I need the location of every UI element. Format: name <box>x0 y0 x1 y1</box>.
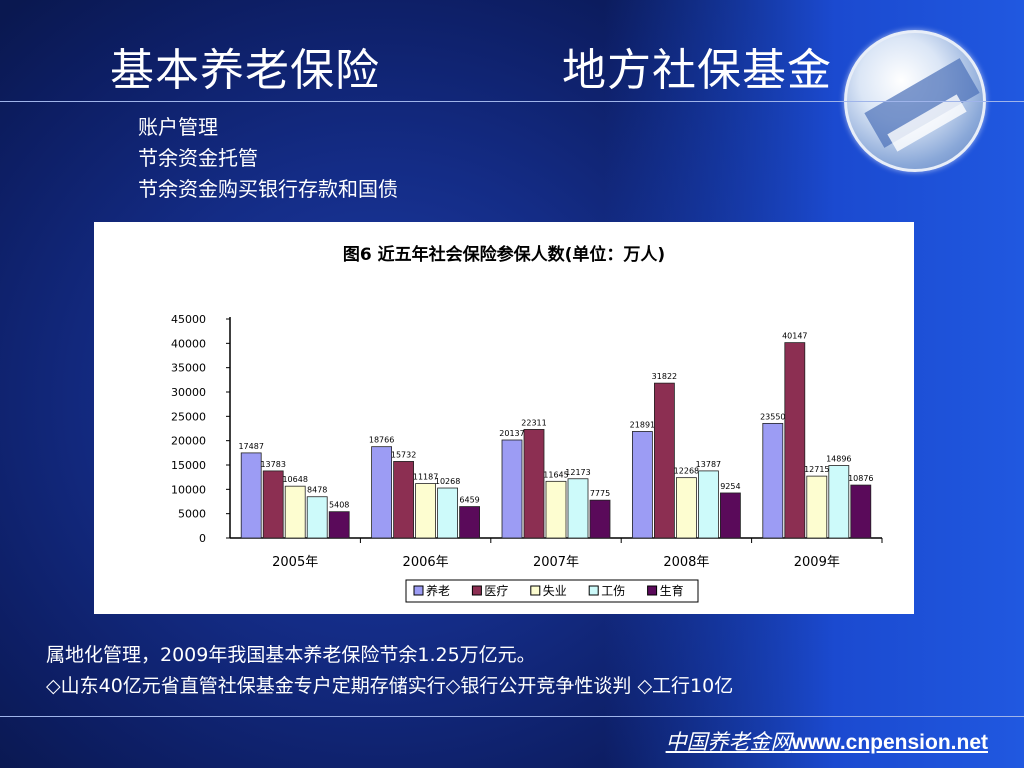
data-label: 5408 <box>329 501 349 510</box>
footer-divider <box>0 716 1024 717</box>
y-tick-label: 40000 <box>171 337 206 350</box>
footer-line-2: ◇山东40亿元省直管社保基金专户定期存储实行◇银行公开竞争性谈判 ◇工行10亿 <box>46 675 734 697</box>
data-label: 40147 <box>782 332 807 341</box>
data-label: 18766 <box>369 436 394 445</box>
bar-生育 <box>589 499 611 539</box>
website-link[interactable]: 中国养老金网www.cnpension.net <box>666 726 988 756</box>
data-label: 31822 <box>652 372 677 381</box>
bar-生育 <box>459 506 481 539</box>
data-label: 13787 <box>696 460 721 469</box>
data-label: 13783 <box>260 460 285 469</box>
data-label: 17487 <box>238 442 263 451</box>
data-label: 23550 <box>760 412 785 421</box>
y-tick-label: 0 <box>199 532 206 545</box>
data-label: 22311 <box>521 418 546 427</box>
bullet-list: 账户管理 节余资金托管 节余资金购买银行存款和国债 <box>138 112 398 205</box>
bar-失业 <box>676 477 697 539</box>
bar-工伤 <box>567 478 589 539</box>
website-url: www.cnpension.net <box>791 731 988 754</box>
bar-chart: 图6 近五年社会保险参保人数(单位：万人) 0 5000 10000 15000 2000… <box>171 244 883 603</box>
data-label: 6459 <box>459 496 479 505</box>
data-label: 11187 <box>413 473 438 482</box>
y-tick-label: 45000 <box>171 313 206 326</box>
bar-工伤 <box>437 487 459 539</box>
legend-swatch <box>588 585 599 596</box>
bullet-item: 节余资金托管 <box>138 146 258 170</box>
x-tick-label: 2008年 <box>663 555 709 570</box>
bar-养老 <box>371 446 393 539</box>
data-label: 12715 <box>804 465 829 474</box>
legend-label: 养老 <box>426 583 450 598</box>
legend-swatch <box>471 585 482 596</box>
bar-工伤 <box>698 470 719 539</box>
y-tick-label: 15000 <box>171 459 206 472</box>
bar-失业 <box>545 480 567 539</box>
data-label: 10876 <box>848 474 873 483</box>
legend-label: 失业 <box>543 583 567 598</box>
bar-生育 <box>328 511 350 539</box>
chart-panel: 图6 近五年社会保险参保人数(单位：万人) 0 5000 10000 15000 2000… <box>94 222 914 614</box>
data-label: 10268 <box>435 477 460 486</box>
data-label: 9254 <box>720 482 740 491</box>
website-name: 中国养老金网 <box>665 730 792 754</box>
data-label: 11645 <box>543 470 568 479</box>
y-tick-label: 30000 <box>171 386 206 399</box>
legend-swatch <box>413 585 424 596</box>
title-basic-pension: 基本养老保险 <box>110 45 380 96</box>
x-tick-label: 2009年 <box>794 555 840 570</box>
header-divider <box>0 101 1024 102</box>
legend-swatch <box>530 585 541 596</box>
bar-养老 <box>632 431 653 539</box>
bar-医疗 <box>523 429 545 539</box>
bar-生育 <box>850 484 872 539</box>
legend-label: 生育 <box>660 583 684 598</box>
y-tick-label: 35000 <box>171 362 206 375</box>
x-tick-label: 2006年 <box>403 555 449 570</box>
data-label: 12173 <box>565 468 590 477</box>
bar-失业 <box>284 485 306 539</box>
bar-工伤 <box>828 465 850 539</box>
bar-失业 <box>415 483 437 539</box>
bar-医疗 <box>654 382 675 539</box>
bar-医疗 <box>262 470 284 539</box>
bar-医疗 <box>393 461 415 539</box>
data-label: 14896 <box>826 455 851 464</box>
bar-工伤 <box>306 496 328 539</box>
y-tick-label: 20000 <box>171 435 206 448</box>
legend-label: 工伤 <box>601 584 625 598</box>
data-label: 15732 <box>391 450 416 459</box>
y-tick-label: 25000 <box>171 410 206 423</box>
y-tick-label: 5000 <box>178 508 206 521</box>
data-label: 12268 <box>674 467 699 476</box>
x-tick-label: 2005年 <box>272 555 318 570</box>
data-label: 20137 <box>499 429 524 438</box>
bar-生育 <box>720 492 741 539</box>
bullet-item: 账户管理 <box>138 115 218 139</box>
data-label: 21891 <box>630 420 655 429</box>
legend-label: 医疗 <box>484 584 508 598</box>
bar-养老 <box>501 439 523 539</box>
bar-医疗 <box>784 342 806 539</box>
bullet-item: 节余资金购买银行存款和国债 <box>138 177 398 201</box>
footer-line-1: 属地化管理，2009年我国基本养老保险节余1.25万亿元。 <box>46 644 536 666</box>
chart-title: 图6 近五年社会保险参保人数(单位：万人) <box>343 244 665 265</box>
data-label: 10648 <box>282 475 307 484</box>
data-label: 8478 <box>307 486 327 495</box>
legend-swatch <box>647 585 658 596</box>
bar-失业 <box>806 475 828 539</box>
title-local-fund: 地方社保基金 <box>562 45 832 96</box>
bar-养老 <box>240 452 262 539</box>
data-label: 7775 <box>590 489 610 498</box>
x-tick-label: 2007年 <box>533 555 579 570</box>
y-tick-label: 10000 <box>171 483 206 496</box>
bar-养老 <box>762 422 784 539</box>
